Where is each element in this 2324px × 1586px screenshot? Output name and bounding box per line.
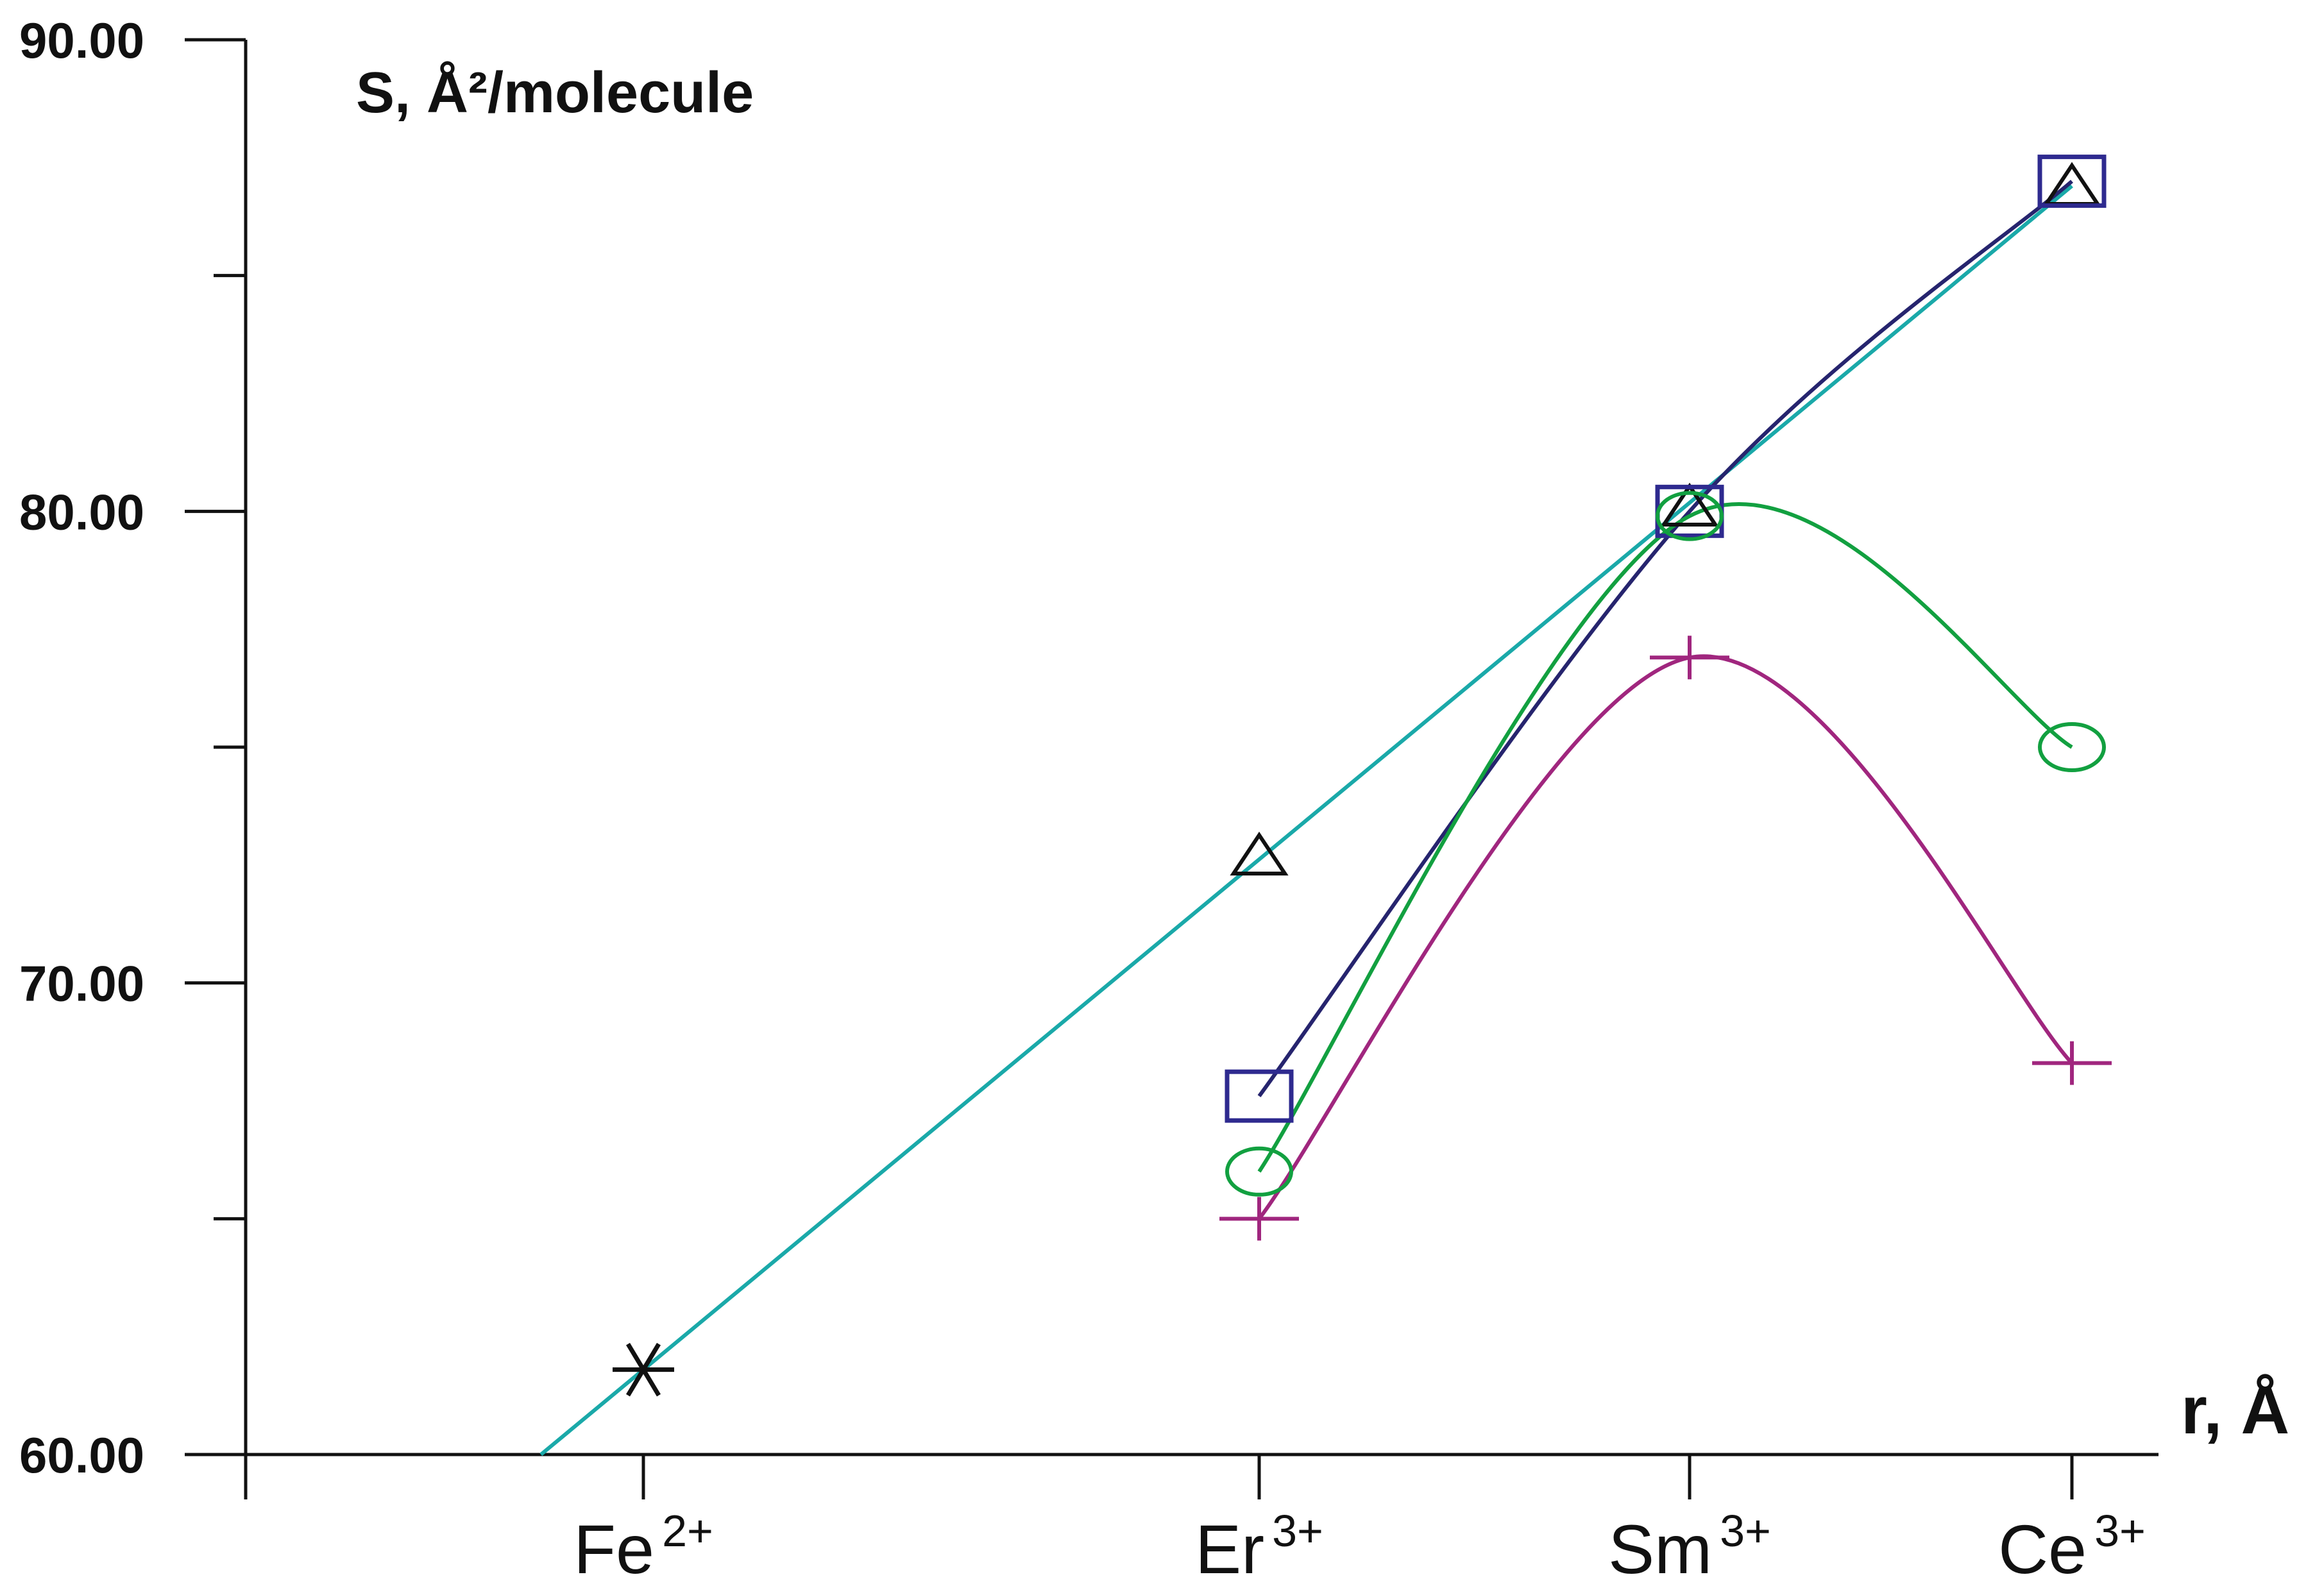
marker-square-er (1225, 1069, 1294, 1123)
x-tick-label-er: Er 3+ (1195, 1506, 1323, 1586)
marker-triangle-er (1230, 831, 1289, 876)
marker-square-ce (2037, 155, 2107, 208)
labels: 60.00 70.00 80.00 90.00 Fe 2+ Er 3+ Sm 3+ Ce 3+ S, Å… (19, 12, 2289, 1586)
y-tick-label: 60.00 (19, 1427, 144, 1483)
marker-circle-er (1225, 1146, 1293, 1197)
marker-circle-ce (2038, 722, 2106, 772)
x-tick-label-ce: Ce 3+ (1998, 1506, 2146, 1586)
x-axis-title: r, Å (2181, 1373, 2289, 1448)
y-tick-label: 90.00 (19, 12, 144, 69)
marker-star-fe (613, 1342, 674, 1397)
marker-plus-er (1219, 1197, 1299, 1241)
series-line-plus (1257, 654, 2074, 1220)
y-axis-title: S, Å²/molecule (356, 61, 754, 125)
marker-triangle-sm (1660, 482, 1719, 527)
markers (613, 155, 2112, 1397)
axes (185, 38, 2159, 1499)
series-line-circle (1257, 502, 2073, 1173)
x-tick-label-fe: Fe 2+ (573, 1506, 713, 1586)
x-tick-label-sm: Sm 3+ (1608, 1506, 1771, 1586)
marker-circle-sm (1656, 491, 1724, 541)
series-lines (539, 180, 2074, 1456)
series-line-square (1257, 180, 2073, 1097)
marker-plus-ce (2032, 1041, 2112, 1085)
series-line-triangle (539, 184, 2073, 1456)
marker-plus-sm (1650, 636, 1729, 680)
y-tick-label: 80.00 (19, 484, 144, 540)
y-tick-label: 70.00 (19, 956, 144, 1012)
